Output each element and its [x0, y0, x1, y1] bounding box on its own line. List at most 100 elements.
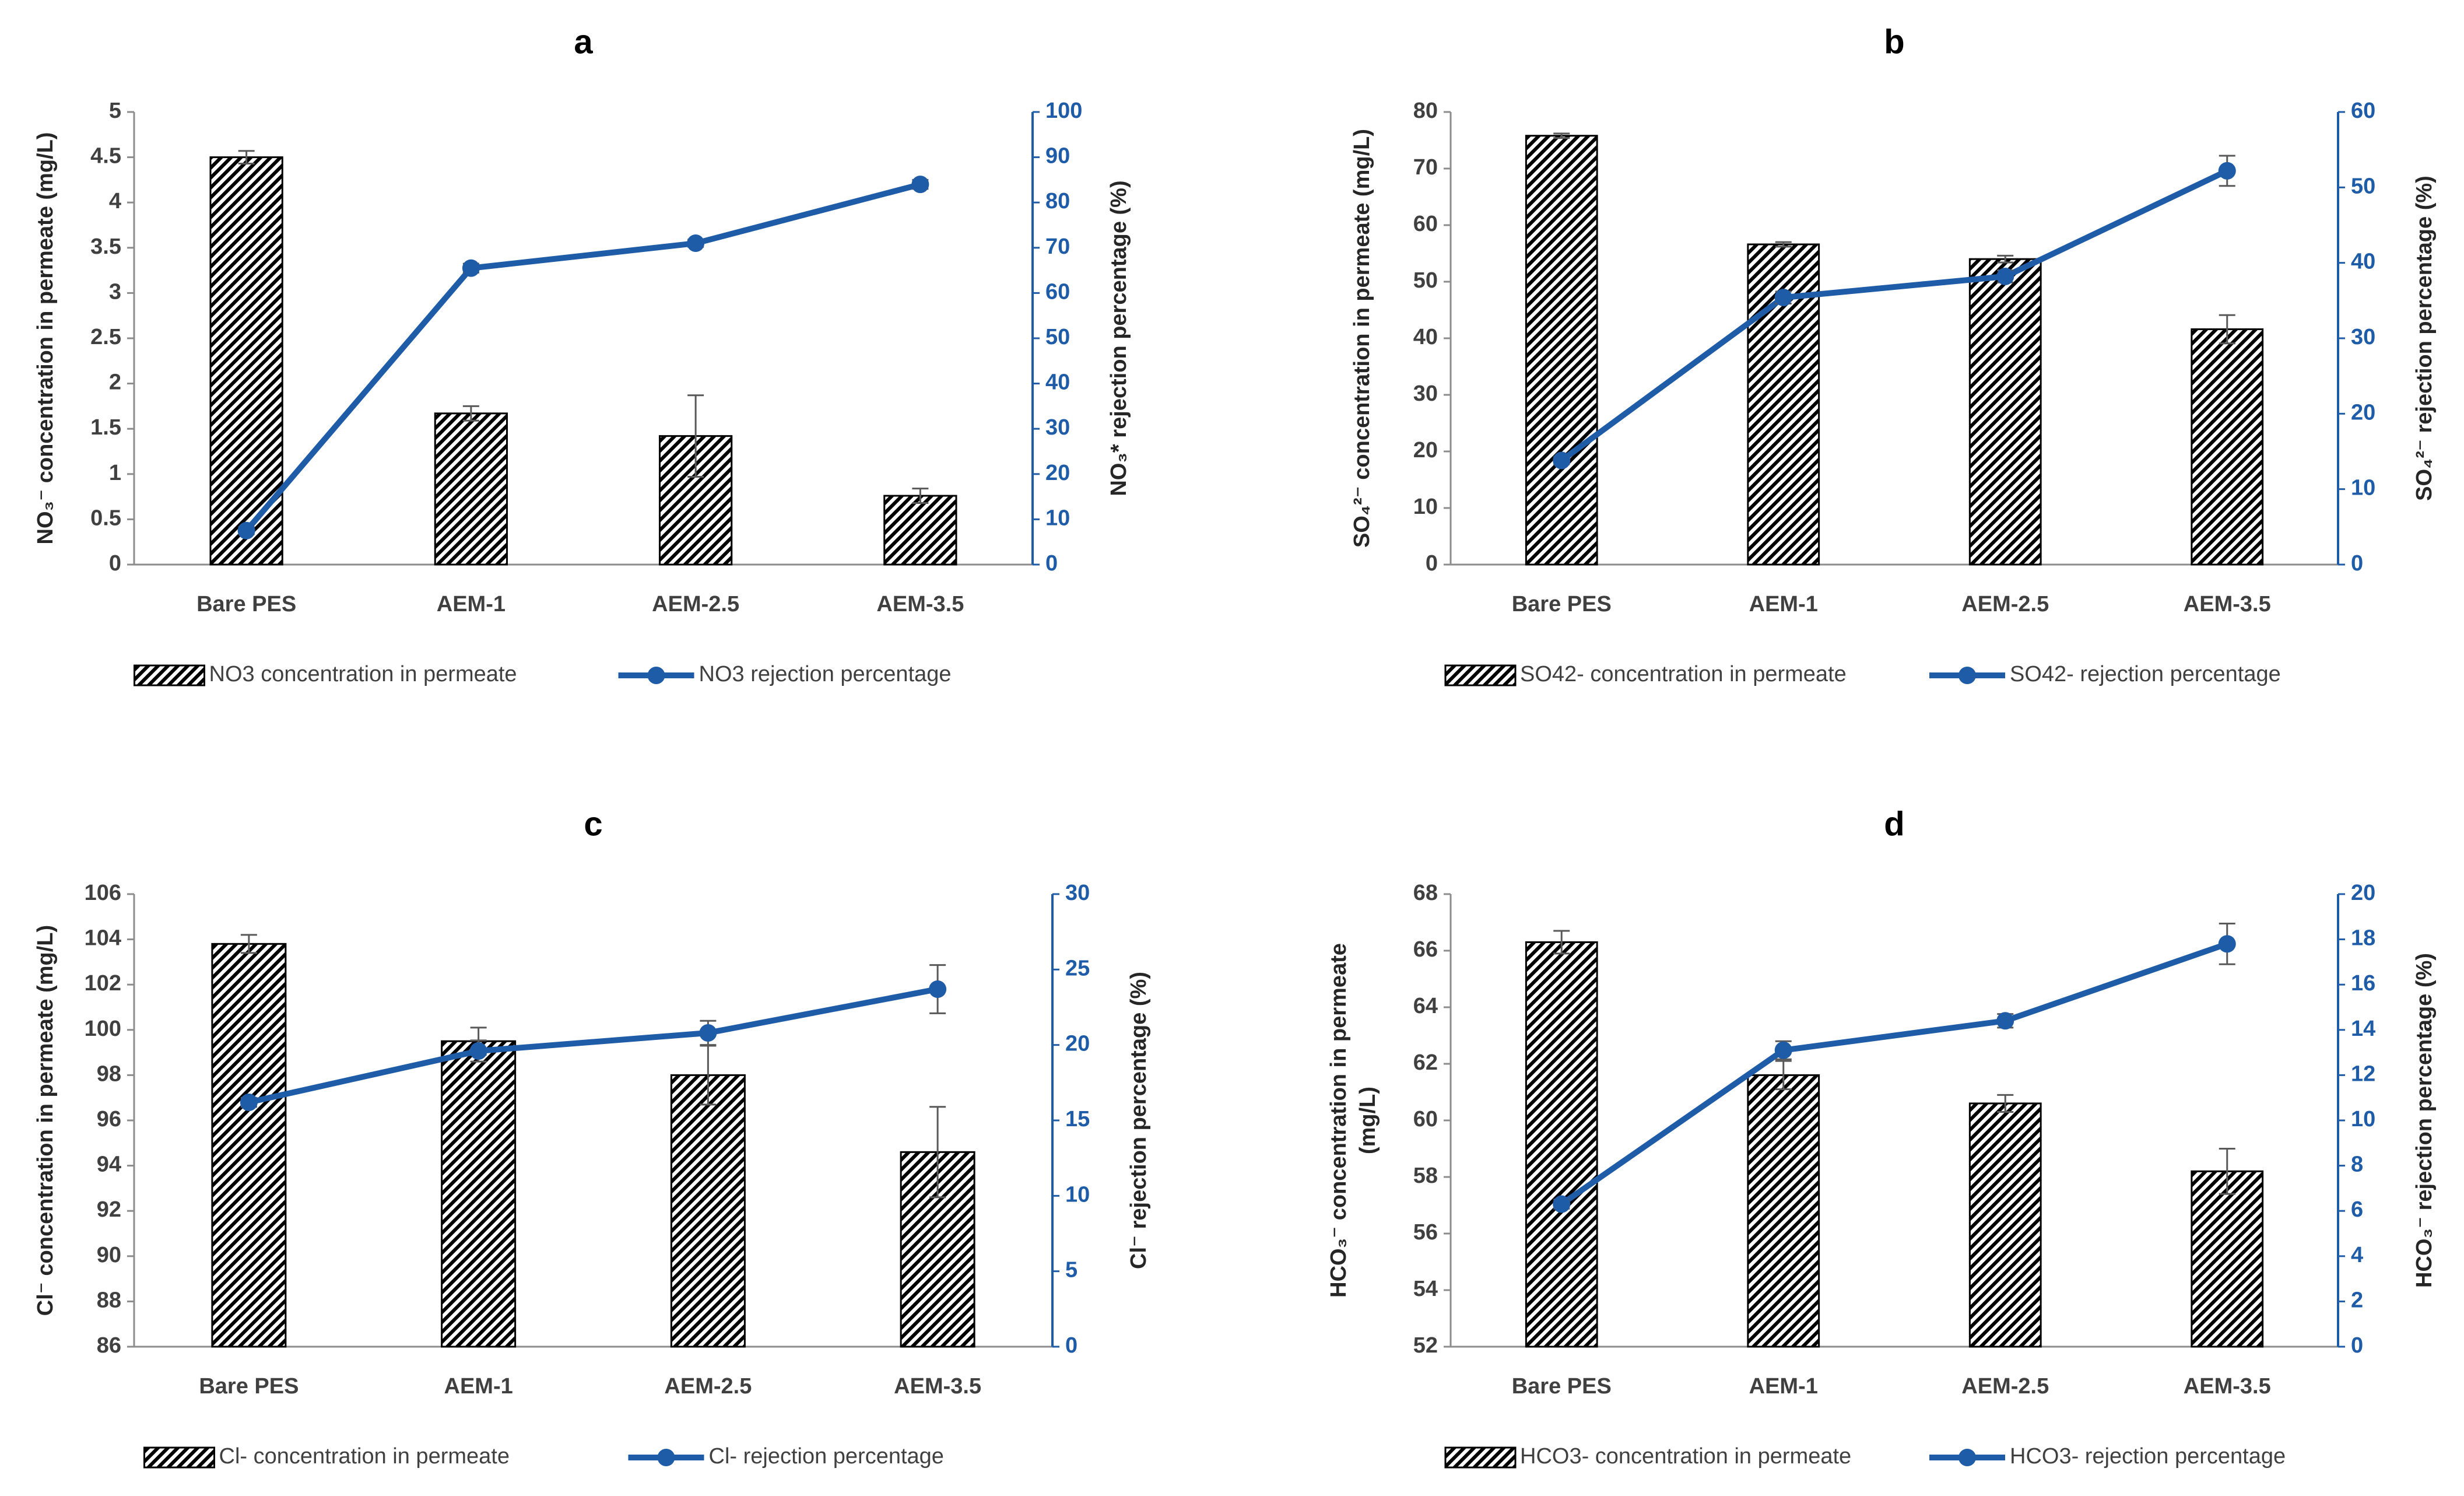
y-tick-label: 30: [1413, 381, 1438, 406]
y-tick-label: 0.5: [90, 506, 121, 530]
y2-tick-label: 60: [2351, 99, 2375, 123]
y2-axis-title: HCO₃⁻ rejection percentage (%): [2412, 953, 2437, 1288]
y-tick-label: 1.5: [90, 415, 121, 440]
error-bar: [1997, 254, 2014, 264]
legend-label: SO42- concentration in permeate: [1520, 662, 1847, 686]
y2-tick-label: 14: [2351, 1017, 2375, 1041]
y-tick-label: 98: [97, 1061, 121, 1086]
error-bar: [1553, 930, 1570, 955]
error-bar: [2219, 314, 2235, 345]
y-tick-label: 86: [97, 1333, 121, 1358]
y2-axis-title: NO₃* rejection percentage (%): [1107, 180, 1131, 496]
y-tick-label: 54: [1413, 1277, 1438, 1301]
bar: [434, 412, 508, 566]
y-tick-label: 3.5: [90, 234, 121, 259]
y2-tick-label: 20: [1045, 461, 1070, 485]
y2-tick-label: 80: [1045, 189, 1070, 213]
x-tick-label: AEM-1: [1749, 1374, 1818, 1399]
y-tick-label: 96: [97, 1107, 121, 1131]
y2-tick-label: 10: [1065, 1182, 1090, 1207]
y2-tick-label: 20: [2351, 881, 2375, 905]
legend-swatch: [1444, 664, 1517, 686]
x-tick-label: AEM-3.5: [876, 592, 964, 616]
y-tick-label: 106: [85, 881, 121, 905]
y-tick-label: 52: [1413, 1333, 1438, 1358]
error-bar: [912, 488, 929, 504]
y-tick-label: 58: [1413, 1164, 1438, 1188]
line: [1560, 168, 2228, 463]
y-axis-title: Cl⁻ concentration in permeate (mg/L): [33, 925, 58, 1316]
legend-label: HCO3- rejection percentage: [2010, 1444, 2286, 1469]
line: [1560, 941, 2228, 1207]
x-tick-label: AEM-2.5: [1961, 592, 2049, 616]
point: [1996, 1012, 2014, 1030]
y2-tick-label: 2: [2351, 1288, 2363, 1312]
y-tick-label: 68: [1413, 881, 1438, 905]
y-tick-label: 56: [1413, 1220, 1438, 1245]
y2-tick-label: 5: [1065, 1258, 1077, 1283]
error-bar: [2219, 1148, 2235, 1195]
y-tick-label: 3: [109, 279, 121, 304]
bar: [883, 495, 957, 566]
y-axis-title: SO₄²⁻ concentration in permeate (mg/L): [1350, 129, 1374, 548]
x-tick-label: AEM-2.5: [664, 1374, 752, 1399]
y2-tick-label: 60: [1045, 279, 1070, 304]
y2-tick-label: 100: [1045, 99, 1082, 123]
y2-tick-label: 18: [2351, 926, 2375, 951]
point: [1553, 1195, 1571, 1213]
y-tick-label: 5: [109, 99, 121, 123]
y2-tick-label: 10: [2351, 476, 2375, 500]
legend-label: Cl- rejection percentage: [709, 1444, 944, 1469]
point: [240, 1093, 258, 1111]
legend-label: NO3 rejection percentage: [699, 662, 952, 686]
legend-swatch: [1444, 1446, 1517, 1469]
y2-tick-label: 30: [1065, 881, 1090, 905]
y2-tick-label: 25: [1065, 956, 1090, 980]
y-tick-label: 0: [1426, 551, 1438, 576]
y2-tick-label: 40: [1045, 370, 1070, 395]
y2-tick-label: 10: [2351, 1107, 2375, 1131]
y-tick-label: 40: [1413, 325, 1438, 349]
y2-tick-label: 0: [2351, 1333, 2363, 1358]
y2-axis-title: Cl⁻ rejection percentage (%): [1126, 972, 1151, 1269]
bar: [1525, 941, 1598, 1348]
y2-tick-label: 16: [2351, 971, 2375, 996]
legend-label: Cl- concentration in permeate: [219, 1444, 510, 1469]
y-tick-label: 50: [1413, 268, 1438, 293]
y2-tick-label: 0: [1045, 551, 1058, 576]
y-tick-label: 60: [1413, 1107, 1438, 1131]
x-tick-label: AEM-1: [1749, 592, 1818, 616]
y-tick-label: 66: [1413, 937, 1438, 962]
bar: [2191, 328, 2264, 566]
error-bar: [1775, 241, 1792, 248]
y-tick-label: 20: [1413, 438, 1438, 463]
bar: [2191, 1170, 2264, 1348]
error-bar: [462, 405, 479, 422]
error-bar: [1553, 132, 1570, 139]
legend-marker: [1958, 667, 1976, 684]
y2-tick-label: 0: [2351, 551, 2363, 576]
y2-tick-label: 12: [2351, 1061, 2375, 1086]
x-tick-label: AEM-3.5: [2184, 592, 2271, 616]
point: [237, 521, 255, 539]
y-tick-label: 88: [97, 1288, 121, 1312]
y-axis-title: HCO₃⁻ concentration in permeate: [1326, 943, 1351, 1298]
x-tick-label: AEM-2.5: [652, 592, 739, 616]
bar: [670, 1074, 746, 1348]
y-tick-label: 60: [1413, 212, 1438, 236]
x-tick-label: AEM-3.5: [894, 1374, 981, 1399]
legend-label: NO3 concentration in permeate: [209, 662, 517, 686]
panel-title: c: [584, 805, 602, 843]
y2-tick-label: 30: [2351, 325, 2375, 349]
y2-tick-label: 10: [1045, 506, 1070, 530]
y2-tick-label: 90: [1045, 144, 1070, 169]
error-bar: [687, 394, 704, 478]
y2-tick-label: 15: [1065, 1107, 1090, 1131]
y-tick-label: 0: [109, 551, 121, 576]
point: [1774, 1041, 1792, 1059]
y-tick-label: 80: [1413, 99, 1438, 123]
panel-title: a: [574, 23, 593, 61]
y-axis-title: (mg/L): [1356, 1087, 1380, 1154]
point: [1996, 267, 2014, 285]
point: [462, 259, 480, 277]
